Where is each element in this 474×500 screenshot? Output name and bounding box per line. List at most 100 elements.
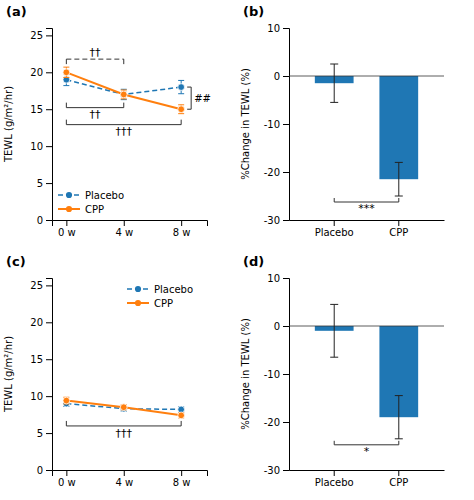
- tick-label: 0 w: [58, 227, 76, 238]
- tick-mark: [283, 326, 289, 327]
- zero-line: [289, 76, 444, 77]
- tick-label: 4 w: [115, 227, 133, 238]
- y-axis: -30-20-10010: [264, 23, 290, 226]
- tick-mark: [181, 470, 182, 476]
- x-axis: 0 w 4 w 8 w: [53, 220, 208, 238]
- tick-label: CPP: [389, 477, 408, 488]
- tick-mark: [66, 220, 67, 226]
- panel-label: (b): [243, 4, 264, 19]
- y-axis: 0510152025: [30, 279, 52, 476]
- tick-mark: [46, 183, 52, 184]
- y-axis-title: TEWL (g/m²/hr): [3, 86, 14, 163]
- y-axis: 0510152025: [30, 29, 52, 226]
- tick: -10: [264, 119, 289, 130]
- tick: -10: [264, 369, 289, 380]
- legend-marker: [135, 300, 141, 306]
- tick: 20: [30, 317, 52, 328]
- series-line: [66, 72, 181, 109]
- tick-label: 10: [30, 141, 43, 152]
- error-cap: [63, 67, 69, 68]
- plot-area: [289, 64, 444, 196]
- tick: 8 w: [173, 220, 191, 238]
- tick-mark: [46, 359, 52, 360]
- tick-mark: [283, 374, 289, 375]
- axis-line: [53, 221, 208, 227]
- bracket: [334, 441, 335, 445]
- tick-mark: [283, 76, 289, 77]
- y-axis-title: %Change in TEWL (%): [240, 68, 251, 180]
- tick-mark: [46, 285, 52, 286]
- tick-label: -20: [264, 167, 280, 178]
- tick-mark: [283, 278, 289, 279]
- tick-label: 20: [30, 67, 43, 78]
- annotation: †††: [116, 125, 133, 138]
- tick: 0 w: [58, 220, 76, 238]
- tick-mark: [46, 322, 52, 323]
- legend-marker: [135, 286, 141, 292]
- tick-mark: [181, 220, 182, 226]
- zero-line: [289, 326, 444, 327]
- annotation: *: [364, 445, 370, 458]
- bracket: [123, 59, 124, 64]
- error-cap: [178, 104, 184, 105]
- tick: -30: [264, 215, 289, 226]
- tick: 0: [274, 71, 289, 82]
- point: [120, 91, 127, 98]
- y-axis: -30-20-10010: [264, 273, 290, 476]
- y-axis-title: TEWL (g/m²/hr): [3, 336, 14, 413]
- point: [63, 69, 70, 76]
- tick: -30: [264, 465, 289, 476]
- annotation: ***: [358, 202, 375, 215]
- tick-label: 0 w: [58, 477, 76, 488]
- point: [63, 397, 70, 404]
- tick: CPP: [389, 470, 408, 488]
- tick-label: 8 w: [173, 227, 191, 238]
- error-cap: [121, 90, 127, 91]
- panel-label: (a): [6, 4, 27, 19]
- error-cap: [330, 64, 338, 65]
- tick: 15: [30, 104, 52, 115]
- tick-mark: [66, 470, 67, 476]
- tick: 4 w: [115, 470, 133, 488]
- tick-label: 10: [267, 273, 280, 284]
- tick-label: 5: [37, 178, 43, 189]
- error-cap: [395, 162, 403, 163]
- legend-label: CPP: [85, 204, 104, 215]
- bracket: [181, 120, 182, 125]
- legend-item: Placebo: [127, 284, 193, 295]
- tick-label: 0: [37, 465, 43, 476]
- bracket: [66, 120, 67, 125]
- tick-label: Placebo: [315, 227, 354, 238]
- error-cap: [395, 438, 403, 439]
- error-bar: [398, 396, 399, 439]
- tick-label: 4 w: [115, 477, 133, 488]
- tick-mark: [46, 433, 52, 434]
- tick: 10: [267, 273, 289, 284]
- tick-label: 10: [30, 391, 43, 402]
- tick: 10: [30, 391, 52, 402]
- tick: Placebo: [315, 220, 354, 238]
- plot-area: [63, 67, 185, 114]
- tick-label: -10: [264, 119, 280, 130]
- point: [178, 84, 185, 91]
- error-cap: [178, 80, 184, 81]
- tick-mark: [46, 72, 52, 73]
- panel: 0510152025TEWL (g/m²/hr)(a)†††††††##0 w4…: [3, 4, 211, 238]
- annotation: ##: [194, 93, 211, 104]
- plot-area: [289, 304, 444, 438]
- error-cap: [63, 77, 69, 78]
- tick: Placebo: [315, 470, 354, 488]
- plot-area: [63, 397, 185, 419]
- bracket: [398, 441, 399, 445]
- error-cap: [121, 99, 127, 100]
- legend-label: CPP: [154, 298, 173, 309]
- x-axis: PlaceboCPP: [290, 220, 445, 238]
- x-axis: Placebo CPP: [290, 470, 445, 488]
- annotations: †††††††##: [66, 46, 211, 138]
- tick: 10: [30, 141, 52, 152]
- tick-label: 0: [37, 215, 43, 226]
- series-line: [66, 401, 181, 416]
- tick-label: -30: [264, 215, 280, 226]
- tick-mark: [398, 470, 399, 476]
- error-cap: [395, 196, 403, 197]
